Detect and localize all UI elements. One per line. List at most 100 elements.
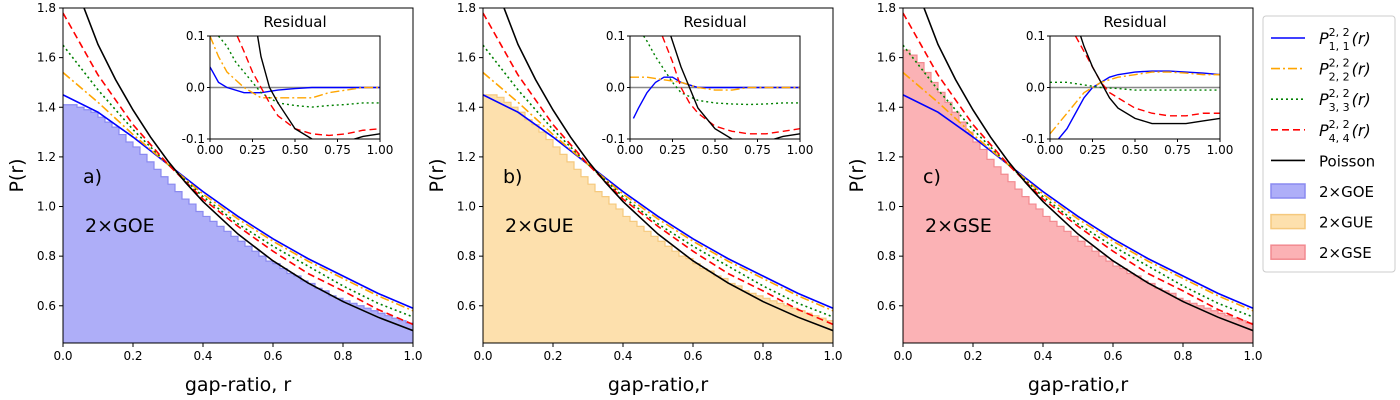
ensemble-label: 2×GOE bbox=[85, 215, 155, 237]
series-line-5 bbox=[923, 8, 1253, 332]
series-line-4 bbox=[483, 12, 833, 326]
residual-line-5 bbox=[1079, 36, 1220, 125]
inset: 0.00 0.25 0.50 0.75 1.00 -0.1 0.0 0.1 Residual bbox=[602, 13, 814, 157]
y-tick-label: 0.8 bbox=[37, 249, 56, 263]
plot-frame bbox=[62, 7, 414, 344]
x-tick-label: 0.4 bbox=[613, 349, 632, 363]
panel-label: c) bbox=[923, 166, 941, 188]
inset-x-tick-label: 0.50 bbox=[702, 143, 729, 157]
residual-line-2 bbox=[210, 36, 380, 99]
inset-x-tick-label: 0.25 bbox=[239, 143, 266, 157]
x-tick-label: 1.0 bbox=[1243, 349, 1262, 363]
inset-y-tick-label: 0.0 bbox=[606, 81, 625, 95]
y-tick-label: 1.8 bbox=[877, 1, 896, 15]
x-axis-label: gap-ratio, r bbox=[185, 374, 292, 396]
legend-label-5: Poisson bbox=[1319, 152, 1375, 170]
inset-y-tick-label: -0.1 bbox=[602, 132, 625, 146]
x-tick-label: 0.0 bbox=[893, 349, 912, 363]
legend-swatch-8 bbox=[1270, 244, 1306, 260]
inset-x-tick-label: 0.00 bbox=[1037, 143, 1064, 157]
y-tick-label: 0.6 bbox=[877, 299, 896, 313]
y-axis-label: P(r) bbox=[846, 158, 868, 192]
x-tick-label: 0.8 bbox=[753, 349, 772, 363]
inset-x-tick-label: 0.25 bbox=[659, 143, 686, 157]
inset-title: Residual bbox=[683, 13, 746, 31]
legend-label-7: 2×GUE bbox=[1319, 214, 1373, 232]
series-line-5 bbox=[503, 8, 833, 332]
inset-y-tick-label: 0.1 bbox=[606, 29, 625, 43]
x-tick-label: 0.8 bbox=[1173, 349, 1192, 363]
series-line-4 bbox=[63, 12, 413, 326]
residual-line-4 bbox=[236, 36, 380, 137]
legend: P2, 2 1, 1 (r) P2, 2 2, 2 (r) P2, 2 3, 3 (r) P2, … bbox=[1262, 15, 1396, 273]
legend-label-6: 2×GOE bbox=[1319, 183, 1374, 201]
y-tick-label: 1.4 bbox=[877, 100, 896, 114]
y-tick-label: 1.6 bbox=[457, 51, 476, 65]
panel-label: b) bbox=[503, 166, 522, 188]
y-tick-label: 1.4 bbox=[37, 100, 56, 114]
x-tick-label: 0.4 bbox=[1033, 349, 1052, 363]
series-line-3 bbox=[903, 44, 1253, 318]
panel-1: 0.0 0.2 0.4 0.6 0.8 1.0 0.6 0.8 1.0 1.2 1.4 1.6 1.8 g… bbox=[6, 1, 423, 396]
x-tick-label: 0.0 bbox=[473, 349, 492, 363]
plot-frame bbox=[482, 7, 834, 344]
inset-y-tick-label: 0.1 bbox=[1026, 29, 1045, 43]
series-line-2 bbox=[63, 71, 413, 312]
series-line-1 bbox=[483, 94, 833, 309]
series-line-1 bbox=[63, 94, 413, 309]
panel-2: 0.0 0.2 0.4 0.6 0.8 1.0 0.6 0.8 1.0 1.2 1.4 1.6 1.8 g… bbox=[426, 1, 843, 396]
y-tick-label: 0.6 bbox=[457, 299, 476, 313]
x-axis-label: gap-ratio,r bbox=[1028, 374, 1128, 396]
series-line-4 bbox=[903, 12, 1253, 326]
residual-line-5 bbox=[670, 36, 800, 139]
inset-x-tick-label: 0.75 bbox=[1164, 143, 1191, 157]
inset-x-tick-label: 1.00 bbox=[787, 143, 814, 157]
y-axis-label: P(r) bbox=[426, 158, 448, 192]
series-line-3 bbox=[483, 44, 833, 318]
x-tick-label: 1.0 bbox=[823, 349, 842, 363]
legend-swatch-6 bbox=[1270, 183, 1306, 199]
y-tick-label: 0.8 bbox=[457, 249, 476, 263]
inset-y-tick-label: 0.0 bbox=[1026, 81, 1045, 95]
inset-title: Residual bbox=[263, 13, 326, 31]
inset-y-tick-label: -0.1 bbox=[1022, 132, 1045, 146]
y-tick-label: 1.2 bbox=[457, 150, 476, 164]
plot-frame bbox=[902, 7, 1254, 344]
y-tick-label: 1.6 bbox=[877, 51, 896, 65]
histogram bbox=[63, 104, 413, 343]
y-axis-label: P(r) bbox=[6, 158, 28, 192]
y-tick-label: 1.8 bbox=[37, 1, 56, 15]
residual-line-2 bbox=[630, 76, 800, 91]
residual-line-5 bbox=[256, 36, 380, 139]
series-line-1 bbox=[903, 94, 1253, 309]
y-tick-label: 0.6 bbox=[37, 299, 56, 313]
inset: 0.00 0.25 0.50 0.75 1.00 -0.1 0.0 0.1 Residual bbox=[182, 13, 394, 157]
series-line-2 bbox=[483, 71, 833, 312]
inset-y-tick-label: 0.1 bbox=[186, 29, 205, 43]
y-tick-label: 1.2 bbox=[37, 150, 56, 164]
inset-x-tick-label: 1.00 bbox=[367, 143, 394, 157]
inset-title: Residual bbox=[1103, 13, 1166, 31]
inset-x-tick-label: 0.25 bbox=[1079, 143, 1106, 157]
inset-x-tick-label: 0.50 bbox=[282, 143, 309, 157]
legend-label-1: P2, 2 1, 1 (r) bbox=[1319, 26, 1371, 53]
legend-frame bbox=[1262, 15, 1396, 273]
ensemble-label: 2×GSE bbox=[925, 215, 992, 237]
y-tick-label: 1.6 bbox=[37, 51, 56, 65]
x-tick-label: 0.2 bbox=[543, 349, 562, 363]
inset-x-tick-label: 0.00 bbox=[617, 143, 644, 157]
inset-y-tick-label: 0.0 bbox=[186, 81, 205, 95]
residual-line-1 bbox=[1057, 70, 1220, 139]
inset-x-tick-label: 0.00 bbox=[197, 143, 224, 157]
residual-line-3 bbox=[1050, 81, 1220, 91]
inset-x-tick-label: 1.00 bbox=[1207, 143, 1234, 157]
inset-x-tick-label: 0.50 bbox=[1122, 143, 1149, 157]
panel-label: a) bbox=[83, 166, 102, 188]
y-tick-label: 1.0 bbox=[457, 200, 476, 214]
ensemble-label: 2×GUE bbox=[505, 215, 574, 237]
inset: 0.00 0.25 0.50 0.75 1.00 -0.1 0.0 0.1 Residual bbox=[1022, 13, 1234, 157]
x-tick-label: 0.6 bbox=[683, 349, 702, 363]
x-tick-label: 0.2 bbox=[123, 349, 142, 363]
y-tick-label: 1.0 bbox=[877, 200, 896, 214]
